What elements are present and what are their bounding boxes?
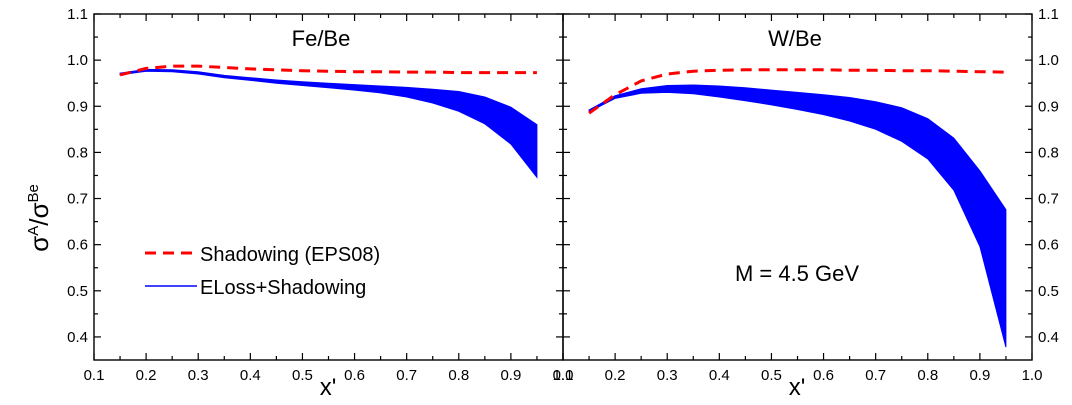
y-tick-label: 1.0: [1038, 52, 1059, 69]
y-tick-label: 0.6: [1038, 237, 1059, 254]
shadowing-line: [119, 64, 537, 77]
legend-shadowing-label: Shadowing (EPS08): [200, 244, 380, 266]
x-tick-label: 0.7: [396, 367, 417, 384]
y-tick-label: 0.5: [67, 283, 88, 300]
eloss-band: [588, 84, 1007, 348]
y-tick-label: 0.9: [67, 98, 88, 115]
x-tick-label: 1.0: [553, 367, 574, 384]
x-tick-label: 0.1: [84, 367, 105, 384]
y-axis-title-sup-be: Be: [25, 184, 42, 202]
tick-group: [562, 13, 1033, 360]
y-tick-label: 0.8: [1038, 144, 1059, 161]
y-tick-label: 0.8: [67, 144, 88, 161]
y-tick-label: 0.5: [1038, 283, 1059, 300]
x-tick-label: 0.9: [500, 367, 521, 384]
y-axis-title-sep: /σ: [24, 203, 54, 226]
shadowing-line-group: [588, 68, 1006, 115]
shadowing-line-group: [119, 64, 537, 77]
y-tick-label: 1.0: [67, 52, 88, 69]
panel-title: W/Be: [768, 26, 822, 51]
y-axis-title-sigma: σ: [24, 236, 54, 252]
x-tick-label: 0.2: [136, 367, 157, 384]
x-tick-label: 0.7: [865, 367, 886, 384]
x-tick-label: 0.8: [448, 367, 469, 384]
y-tick-labels: 0.4 0.5 0.6 0.7 0.8 0.9 1.0 1.1: [67, 6, 88, 346]
x-tick-label: 0.3: [657, 367, 678, 384]
x-tick-label: 0.2: [605, 367, 626, 384]
x-tick-label: 0.3: [188, 367, 209, 384]
panel-w-be: 0.1 0.2 0.3 0.4 0.5 0.6 0.7 0.8 0.9 1.0 0.4 0.5 0.6…: [553, 6, 1059, 401]
x-tick-label: 0.9: [969, 367, 990, 384]
y-tick-labels: 0.4 0.5 0.6 0.7 0.8 0.9 1.0 1.1: [1038, 6, 1059, 346]
y-tick-label: 1.1: [67, 6, 88, 23]
svg-text:σA/σBe: σA/σBe: [24, 184, 54, 252]
y-axis-title-sup-a: A: [25, 226, 42, 236]
x-tick-label: 0.8: [917, 367, 938, 384]
x-tick-label: 0.6: [344, 367, 365, 384]
y-tick-label: 0.6: [67, 237, 88, 254]
x-tick-label: 0.6: [813, 367, 834, 384]
panel-fe-be: 0.1 0.2 0.3 0.4 0.5 0.6 0.7 0.8 0.9 1.0 0.4 0.5 0.6…: [67, 6, 573, 401]
x-axis-title: x': [320, 374, 337, 401]
y-tick-label: 1.1: [1038, 6, 1059, 23]
x-tick-labels: 0.1 0.2 0.3 0.4 0.5 0.6 0.7 0.8 0.9 1.0: [84, 367, 574, 384]
y-tick-label: 0.9: [1038, 98, 1059, 115]
x-tick-label: 1.0: [1022, 367, 1043, 384]
eloss-band-group: [119, 68, 538, 179]
x-axis-title: x': [789, 374, 806, 401]
y-tick-label: 0.4: [67, 329, 88, 346]
x-tick-label: 0.5: [761, 367, 782, 384]
y-tick-label: 0.7: [67, 191, 88, 208]
x-tick-label: 0.5: [292, 367, 313, 384]
eloss-band: [119, 68, 538, 179]
mass-annotation: M = 4.5 GeV: [735, 261, 859, 286]
legend-eloss-label: ELoss+Shadowing: [200, 277, 366, 299]
eloss-band-group: [588, 84, 1007, 348]
y-tick-label: 0.4: [1038, 329, 1059, 346]
y-tick-label: 0.7: [1038, 191, 1059, 208]
legend: Shadowing (EPS08) ELoss+Shadowing: [145, 244, 380, 299]
x-tick-label: 0.4: [240, 367, 261, 384]
x-tick-label: 0.1: [553, 367, 574, 384]
x-tick-label: 0.4: [709, 367, 730, 384]
y-axis-title: σA/σBe: [24, 184, 54, 252]
x-tick-labels: 0.1 0.2 0.3 0.4 0.5 0.6 0.7 0.8 0.9 1.0: [553, 367, 1043, 384]
panel-title: Fe/Be: [292, 26, 351, 51]
shadowing-line: [588, 68, 1006, 115]
